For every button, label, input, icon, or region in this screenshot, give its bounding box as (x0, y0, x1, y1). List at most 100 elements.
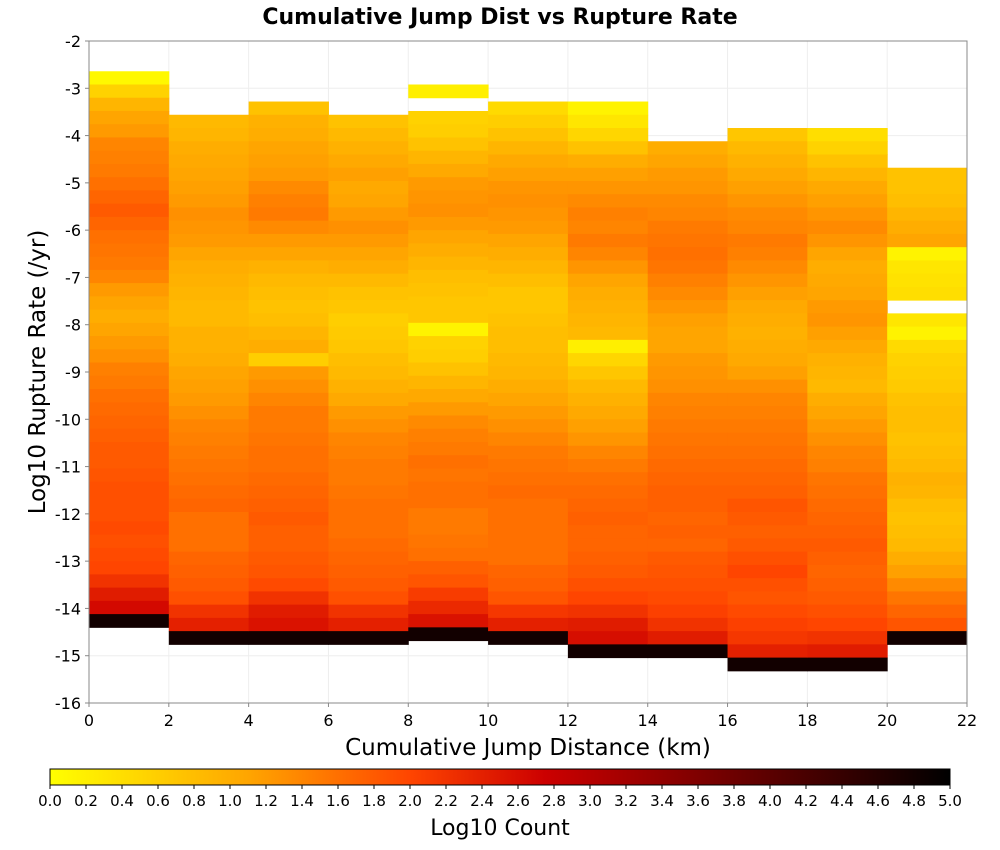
heatmap-cell (248, 564, 329, 579)
heatmap-cell (647, 286, 729, 301)
heatmap-cell (488, 525, 569, 539)
heatmap-cell (887, 578, 968, 592)
heatmap-cell (727, 406, 808, 420)
heatmap-cell (168, 631, 250, 645)
heatmap-cell (328, 538, 409, 553)
heatmap-cell (248, 101, 329, 116)
heatmap-cell (328, 591, 409, 606)
heatmap-cell (488, 247, 569, 261)
heatmap-cell (89, 547, 170, 562)
heatmap-cell (408, 150, 489, 165)
heatmap-cell (887, 313, 968, 328)
colorbar-tick-label: 0.4 (110, 792, 134, 810)
colorbar-tick-label: 1.2 (254, 792, 278, 810)
heatmap-cell (488, 432, 569, 447)
heatmap-cell (89, 110, 170, 125)
heatmap-cell (328, 273, 409, 288)
heatmap-cell (168, 326, 250, 341)
heatmap-cell (488, 617, 569, 632)
heatmap-cell (647, 273, 729, 288)
heatmap-cell (408, 349, 489, 364)
heatmap-cell (887, 472, 968, 486)
heatmap-cell (248, 485, 329, 500)
heatmap-cell (807, 564, 888, 579)
heatmap-cell (89, 322, 170, 337)
heatmap-cell (567, 432, 649, 447)
heatmap-cell (89, 230, 170, 244)
heatmap-cell (727, 511, 808, 526)
heatmap-cell (408, 230, 489, 244)
colorbar-tick-label: 4.8 (902, 792, 926, 810)
heatmap-cell (807, 525, 888, 539)
heatmap-cell (807, 617, 888, 632)
colorbar-tick-label: 3.4 (650, 792, 674, 810)
heatmap-cell (488, 419, 569, 434)
heatmap-cell (727, 631, 808, 645)
heatmap-cell (727, 564, 808, 579)
heatmap-cell (647, 379, 729, 394)
heatmap-cell (408, 587, 489, 602)
heatmap-cell (887, 432, 968, 447)
heatmap-cell (89, 137, 170, 152)
heatmap-cell (168, 392, 250, 407)
heatmap-cell (328, 128, 409, 142)
heatmap-cell (727, 220, 808, 235)
heatmap-cell (248, 247, 329, 261)
heatmap-cell (807, 286, 888, 301)
heatmap-cell (488, 511, 569, 526)
heatmap-cell (567, 644, 649, 659)
heatmap-cell (887, 207, 968, 222)
colorbar-tick-label: 2.6 (506, 792, 530, 810)
heatmap-cell (328, 511, 409, 526)
heatmap-cell (89, 190, 170, 205)
heatmap-cell (328, 472, 409, 486)
heatmap-cell (89, 283, 170, 297)
heatmap-cell (408, 163, 489, 178)
y-tick-label: -12 (55, 505, 81, 524)
heatmap-cell (887, 459, 968, 473)
heatmap-cell (647, 591, 729, 606)
heatmap-cell (727, 525, 808, 539)
heatmap-cell (567, 485, 649, 500)
heatmap-cell (647, 247, 729, 261)
heatmap-cell (488, 207, 569, 222)
heatmap-cell (727, 485, 808, 500)
heatmap-cell (408, 309, 489, 324)
heatmap-cell (807, 485, 888, 500)
heatmap-cell (567, 445, 649, 460)
colorbar-tick-label: 3.2 (614, 792, 638, 810)
heatmap-cell (408, 269, 489, 284)
heatmap-cell (887, 564, 968, 579)
colorbar-tick-label: 4.6 (866, 792, 890, 810)
heatmap-cell (408, 375, 489, 390)
colorbar-tick-label: 1.0 (218, 792, 242, 810)
heatmap-cell (567, 313, 649, 328)
heatmap-cell (567, 141, 649, 155)
heatmap-cell (89, 508, 170, 522)
heatmap-cell (488, 114, 569, 129)
y-tick-label: -13 (55, 552, 81, 571)
heatmap-cell (168, 604, 250, 619)
heatmap-cell (807, 498, 888, 513)
heatmap-cell (248, 313, 329, 328)
heatmap-cell (408, 614, 489, 628)
heatmap-cell (567, 406, 649, 420)
heatmap-cell (567, 101, 649, 116)
heatmap-cell (328, 353, 409, 367)
heatmap-cell (727, 657, 808, 672)
heatmap-cell (488, 260, 569, 275)
heatmap-cell (727, 551, 808, 566)
heatmap-cell (328, 233, 409, 248)
heatmap-cell (168, 339, 250, 354)
heatmap-cell (727, 167, 808, 182)
heatmap-cell (887, 260, 968, 275)
heatmap-cell (89, 177, 170, 191)
heatmap-cell (168, 578, 250, 592)
heatmap-cell (328, 631, 409, 645)
heatmap-cell (647, 631, 729, 645)
colorbar-tick-label: 3.0 (578, 792, 602, 810)
heatmap-cell (727, 578, 808, 592)
y-axis-label: Log10 Rupture Rate (/yr) (25, 230, 51, 515)
heatmap-cell (248, 591, 329, 606)
heatmap-cell (807, 194, 888, 208)
